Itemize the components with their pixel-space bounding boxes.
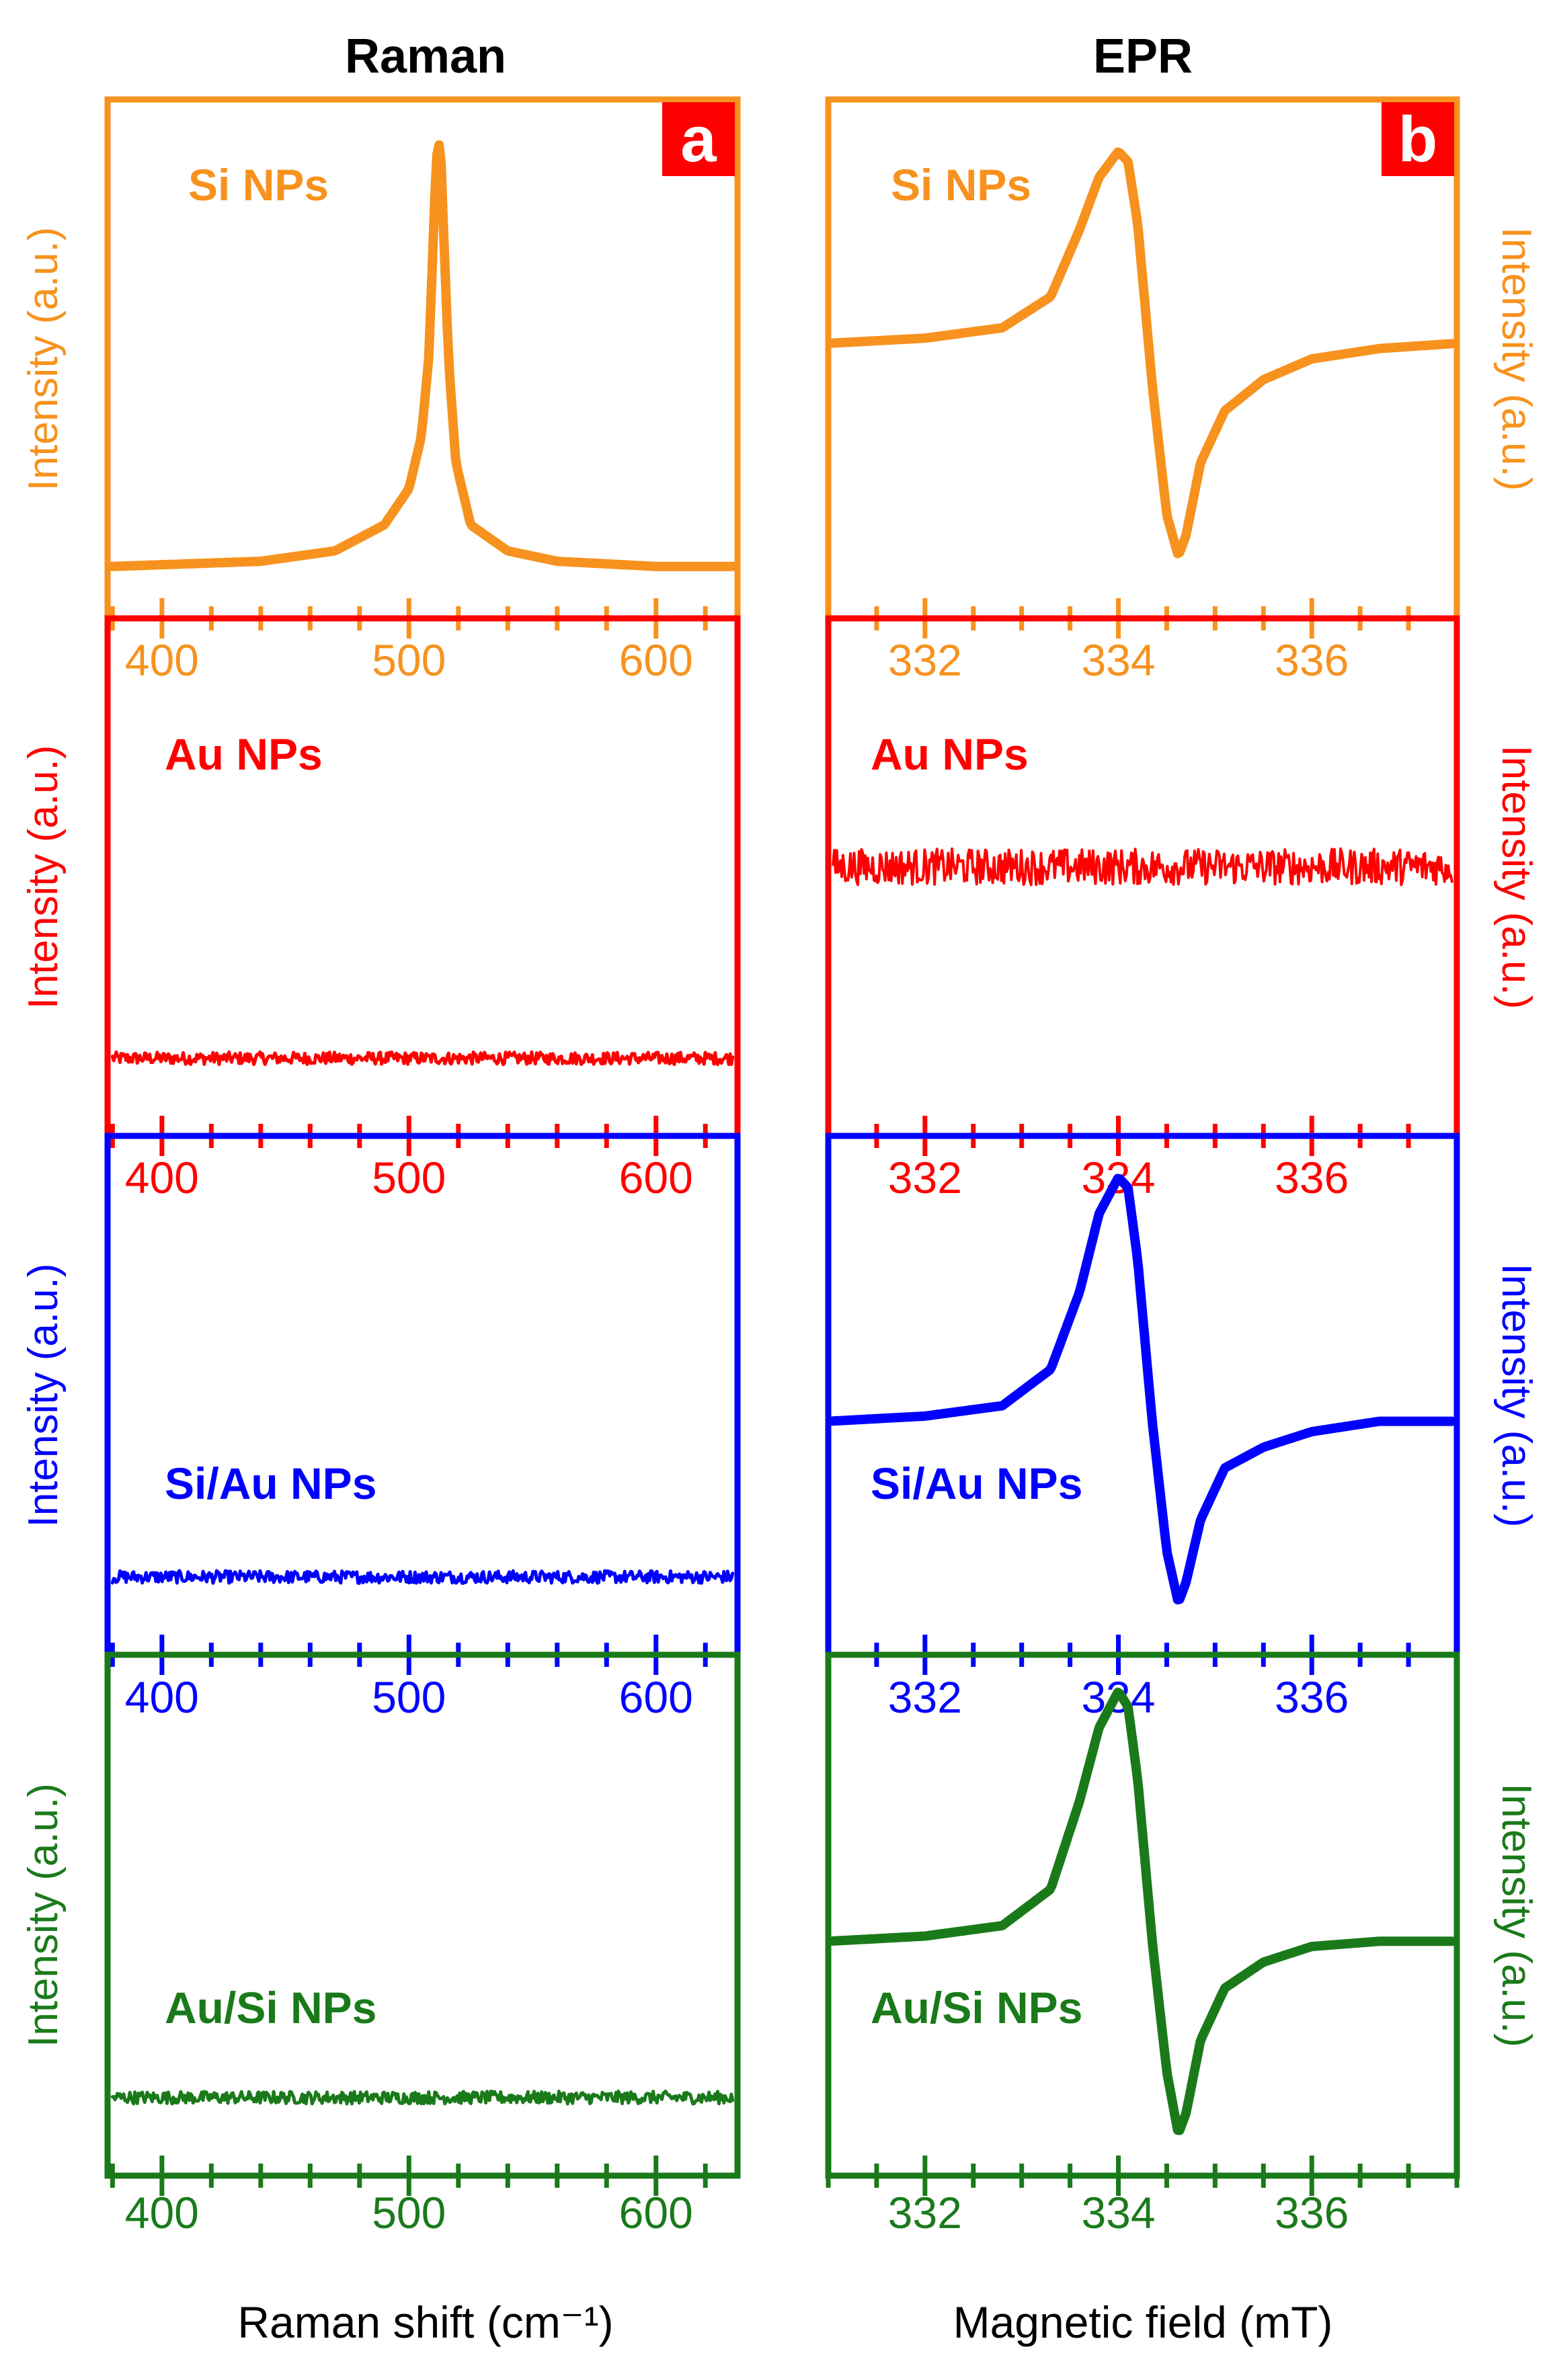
y-axis-label: Intensity (a.u.)	[1493, 227, 1540, 491]
sample-label: Si/Au NPs	[165, 1459, 376, 1508]
x-tick-label: 332	[888, 1153, 962, 1202]
sample-label: Au NPs	[165, 729, 323, 779]
panel-raman-3: 400 500 600 Intensity (a.u.) Au/Si NPs	[20, 1651, 741, 2238]
x-tick-label: 400	[125, 2188, 199, 2238]
sample-label: Si NPs	[188, 160, 329, 210]
sample-label: Au/Si NPs	[871, 1983, 1082, 2033]
y-axis-label: Intensity (a.u.)	[20, 1264, 67, 1528]
y-axis-label: Intensity (a.u.)	[1493, 745, 1540, 1010]
x-tick-label: 332	[888, 635, 962, 685]
sample-label: Au/Si NPs	[165, 1983, 376, 2033]
x-axis-label-epr: Magnetic field (mT)	[953, 2297, 1333, 2347]
sample-label: Au NPs	[871, 729, 1029, 779]
y-axis-label: Intensity (a.u.)	[20, 745, 67, 1010]
x-tick-label: 400	[125, 1672, 199, 1722]
x-tick-label: 400	[125, 1153, 199, 1202]
x-tick-label: 500	[372, 635, 446, 685]
panel-letter: a	[680, 104, 717, 175]
x-tick-label: 334	[1081, 635, 1155, 685]
sample-label: Si NPs	[891, 160, 1031, 210]
series-line-epr-3	[828, 1687, 1457, 2135]
column-title-epr: EPR	[1093, 30, 1193, 83]
column-title-raman: Raman	[345, 30, 506, 83]
x-tick-label: 336	[1275, 1672, 1349, 1722]
series-line-raman-1	[110, 1050, 735, 1067]
x-tick-label: 500	[372, 2188, 446, 2238]
y-axis-label: Intensity (a.u.)	[20, 227, 67, 491]
panel-letter-badge	[1382, 102, 1454, 176]
x-tick-label: 400	[125, 635, 199, 685]
x-tick-label: 336	[1275, 1153, 1349, 1202]
x-tick-label: 334	[1081, 2188, 1155, 2238]
x-tick-label: 500	[372, 1672, 446, 1722]
panel-frame	[825, 1651, 1460, 2179]
series-line-raman-3	[110, 2090, 735, 2106]
series-line-epr-2	[828, 1174, 1457, 1605]
y-axis-label: Intensity (a.u.)	[1493, 1783, 1540, 2047]
y-axis-label: Intensity (a.u.)	[1493, 1264, 1540, 1528]
panels: 400 500 600 Intensity (a.u.) Si NPs a 400 500 60…	[20, 96, 1540, 2238]
x-tick-label: 336	[1275, 635, 1349, 685]
x-tick-label: 500	[372, 1153, 446, 1202]
x-tick-label: 332	[888, 1672, 962, 1722]
y-axis-label: Intensity (a.u.)	[20, 1783, 67, 2047]
series-line-epr-0	[828, 147, 1457, 559]
series-line-raman-2	[110, 1569, 735, 1585]
panel-frame	[104, 1651, 741, 2179]
series-line-raman-0	[108, 140, 737, 571]
x-tick-label: 336	[1275, 2188, 1349, 2238]
series-line-epr-1	[832, 847, 1453, 887]
sample-label: Si/Au NPs	[871, 1459, 1082, 1508]
panel-letter-badge	[662, 102, 735, 176]
x-tick-label: 600	[619, 1672, 693, 1722]
x-tick-label: 332	[888, 2188, 962, 2238]
x-tick-label: 600	[619, 2188, 693, 2238]
x-tick-label: 600	[619, 635, 693, 685]
panel-raman-1: 400 500 600 Intensity (a.u.) Au NPs	[20, 615, 741, 1202]
panel-epr-3: 332 334 336 Intensity (a.u.) Au/Si NPs	[825, 1651, 1540, 2238]
panel-epr-0: 332 334 336 Intensity (a.u.) Si NPs b	[825, 96, 1540, 685]
panel-letter: b	[1398, 104, 1438, 175]
x-tick-label: 600	[619, 1153, 693, 1202]
x-axis-label-raman: Raman shift (cm⁻¹)	[237, 2297, 613, 2347]
